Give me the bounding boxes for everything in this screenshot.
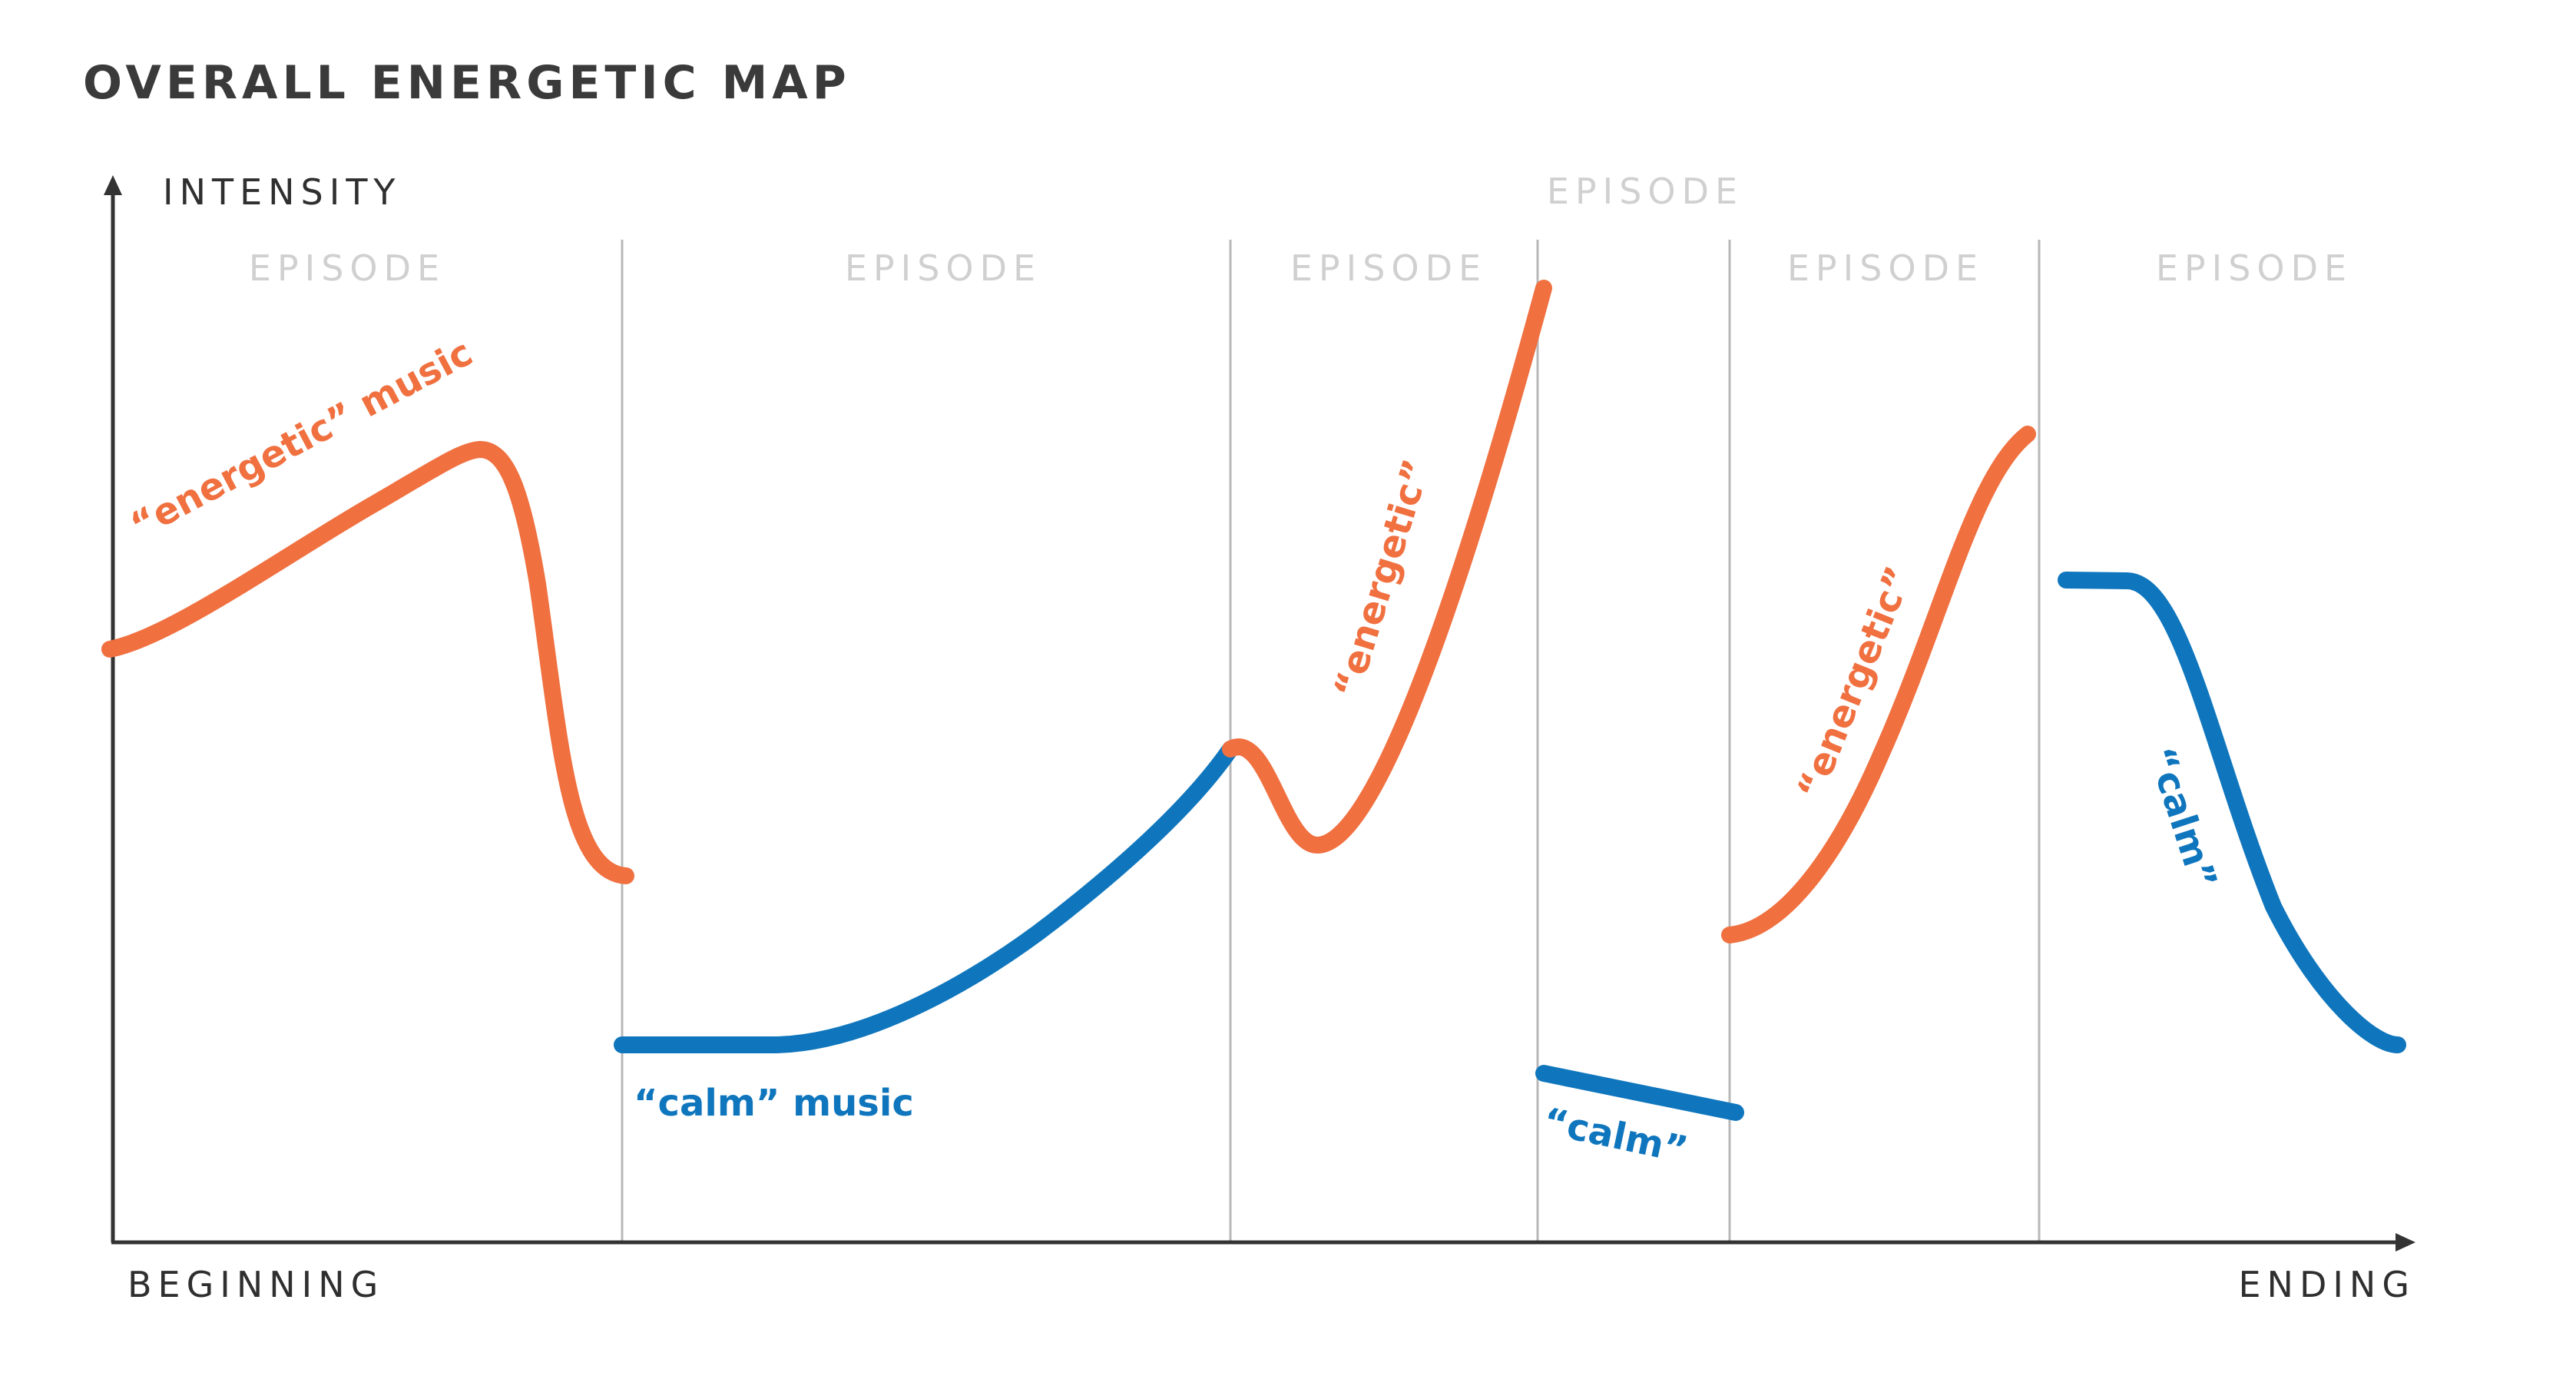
- annotation-energetic-3: “energetic”: [1789, 561, 1921, 805]
- energetic-curve-3: [1721, 426, 2036, 943]
- calm-curve-1: [614, 741, 1239, 1053]
- x-axis-arrow-icon: [2396, 1233, 2415, 1252]
- annotation-energetic-music: “energetic” music: [124, 331, 480, 548]
- energetic-curve-2: [1222, 280, 1552, 854]
- episode-label-4: EPISODE: [1547, 171, 1743, 212]
- energetic-curve-1: [101, 441, 634, 884]
- annotation-calm-music: “calm” music: [634, 1082, 914, 1125]
- energy-curves: [101, 280, 2406, 1121]
- annotation-calm-3: “calm”: [2139, 742, 2225, 894]
- episode-dividers: [621, 240, 2041, 1242]
- y-axis-label: INTENSITY: [163, 171, 402, 213]
- x-axis-end-label: ENDING: [2238, 1264, 2415, 1305]
- episode-label-1: EPISODE: [249, 247, 445, 289]
- episode-label-3: EPISODE: [1290, 247, 1487, 289]
- calm-curve-2: [1535, 1065, 1744, 1121]
- axes: [104, 175, 2415, 1252]
- episode-label-5: EPISODE: [1787, 247, 1984, 289]
- annotation-calm-2: “calm”: [1539, 1099, 1691, 1172]
- episode-label-2: EPISODE: [845, 247, 1041, 289]
- y-axis-arrow-icon: [104, 175, 122, 195]
- episode-label-6: EPISODE: [2156, 247, 2353, 289]
- calm-curve-3: [2058, 572, 2406, 1053]
- x-axis-start-label: BEGINNING: [127, 1264, 384, 1305]
- page-title: OVERALL ENERGETIC MAP: [83, 56, 851, 110]
